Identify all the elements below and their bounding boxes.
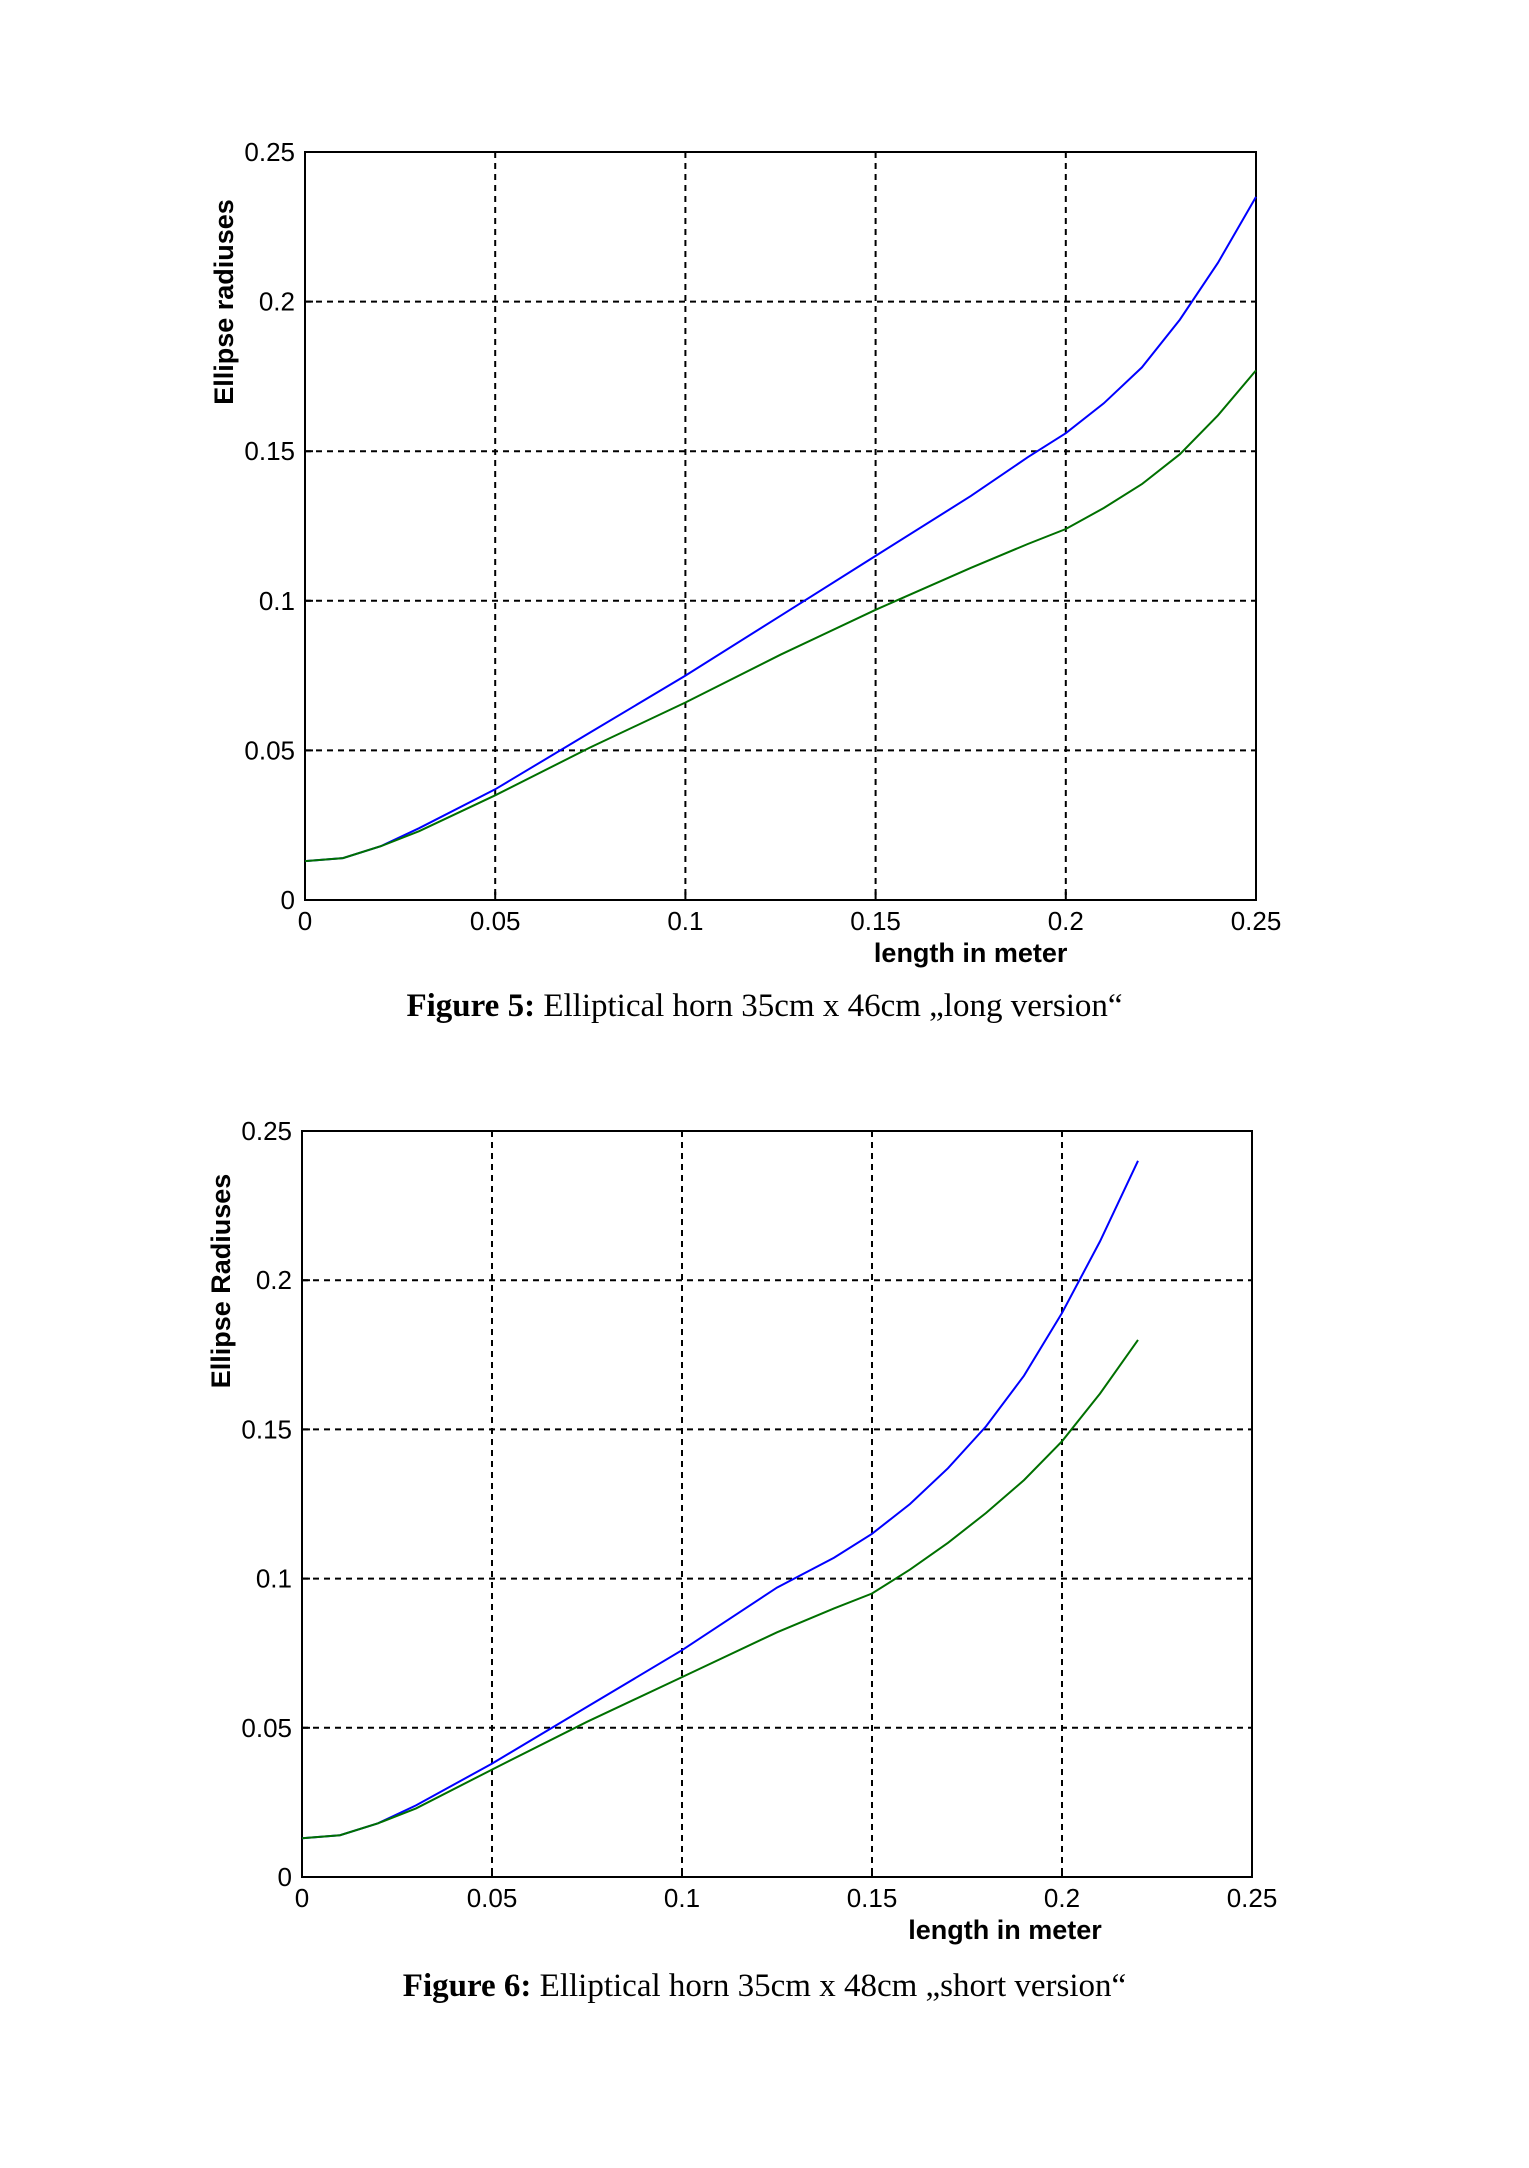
y-tick-label: 0.1: [256, 1564, 292, 1594]
y-tick-label: 0.25: [244, 137, 295, 167]
x-tick-label: 0.1: [664, 1883, 700, 1913]
x-tick-label: 0.15: [847, 1883, 898, 1913]
plot-frame: [304, 151, 1257, 901]
y-tick-label: 0.25: [241, 1116, 292, 1146]
figure-caption: Figure 5: Elliptical horn 35cm x 46cm „l…: [0, 988, 1529, 1025]
y-tick-label: 0: [281, 885, 295, 915]
x-tick-label: 0.25: [1231, 906, 1282, 936]
y-axis-label: Ellipse Radiuses: [206, 1174, 236, 1389]
y-tick-label: 0.15: [244, 436, 295, 466]
series-line-1: [304, 196, 1257, 863]
y-axis-label: Ellipse radiuses: [209, 199, 239, 405]
figure-5: 0 0.05 0.1 0.15 0.2 0.25 0 0.05 0.1 0.15 0.2 0.25 le…: [0, 100, 1529, 1060]
x-tick-label: 0: [298, 906, 312, 936]
x-tick-label: 0.15: [850, 906, 901, 936]
y-tick-label: 0.2: [259, 287, 295, 317]
y-tick-label: 0.2: [256, 1265, 292, 1295]
caption-text: Elliptical horn 35cm x 46cm „long versio…: [535, 988, 1123, 1024]
y-tick-label: 0.15: [241, 1414, 292, 1444]
series-line-2: [301, 1339, 1139, 1840]
caption-label: Figure 6:: [402, 1968, 532, 2004]
figure-caption: Figure 6: Elliptical horn 35cm x 48cm „s…: [0, 1968, 1529, 2005]
chart-figure-5: 0 0.05 0.1 0.15 0.2 0.25 0 0.05 0.1 0.15 0.2 0.25 le…: [209, 137, 1282, 968]
y-tick-label: 0: [278, 1862, 292, 1892]
series-line-1: [301, 1160, 1139, 1840]
y-tick-label: 0.1: [259, 586, 295, 616]
x-axis-label: length in meter: [874, 938, 1068, 968]
x-tick-label: 0: [295, 1883, 309, 1913]
x-tick-label: 0.05: [467, 1883, 518, 1913]
figure-6: 0 0.05 0.1 0.15 0.2 0.25 0 0.05 0.1 0.15 0.2 0.25 le…: [0, 1080, 1529, 2040]
series-line-2: [304, 369, 1257, 863]
caption-text: Elliptical horn 35cm x 48cm „short versi…: [531, 1968, 1127, 2004]
x-tick-label: 0.1: [667, 906, 703, 936]
plot-frame: [301, 1130, 1253, 1878]
x-tick-label: 0.2: [1048, 906, 1084, 936]
y-tick-label: 0.05: [241, 1713, 292, 1743]
x-tick-label: 0.05: [470, 906, 521, 936]
x-tick-label: 0.2: [1044, 1883, 1080, 1913]
y-tick-label: 0.05: [244, 735, 295, 765]
x-axis-label: length in meter: [908, 1915, 1102, 1945]
x-tick-label: 0.25: [1227, 1883, 1278, 1913]
caption-label: Figure 5:: [406, 988, 536, 1024]
chart-figure-6: 0 0.05 0.1 0.15 0.2 0.25 0 0.05 0.1 0.15 0.2 0.25 le…: [206, 1116, 1278, 1945]
